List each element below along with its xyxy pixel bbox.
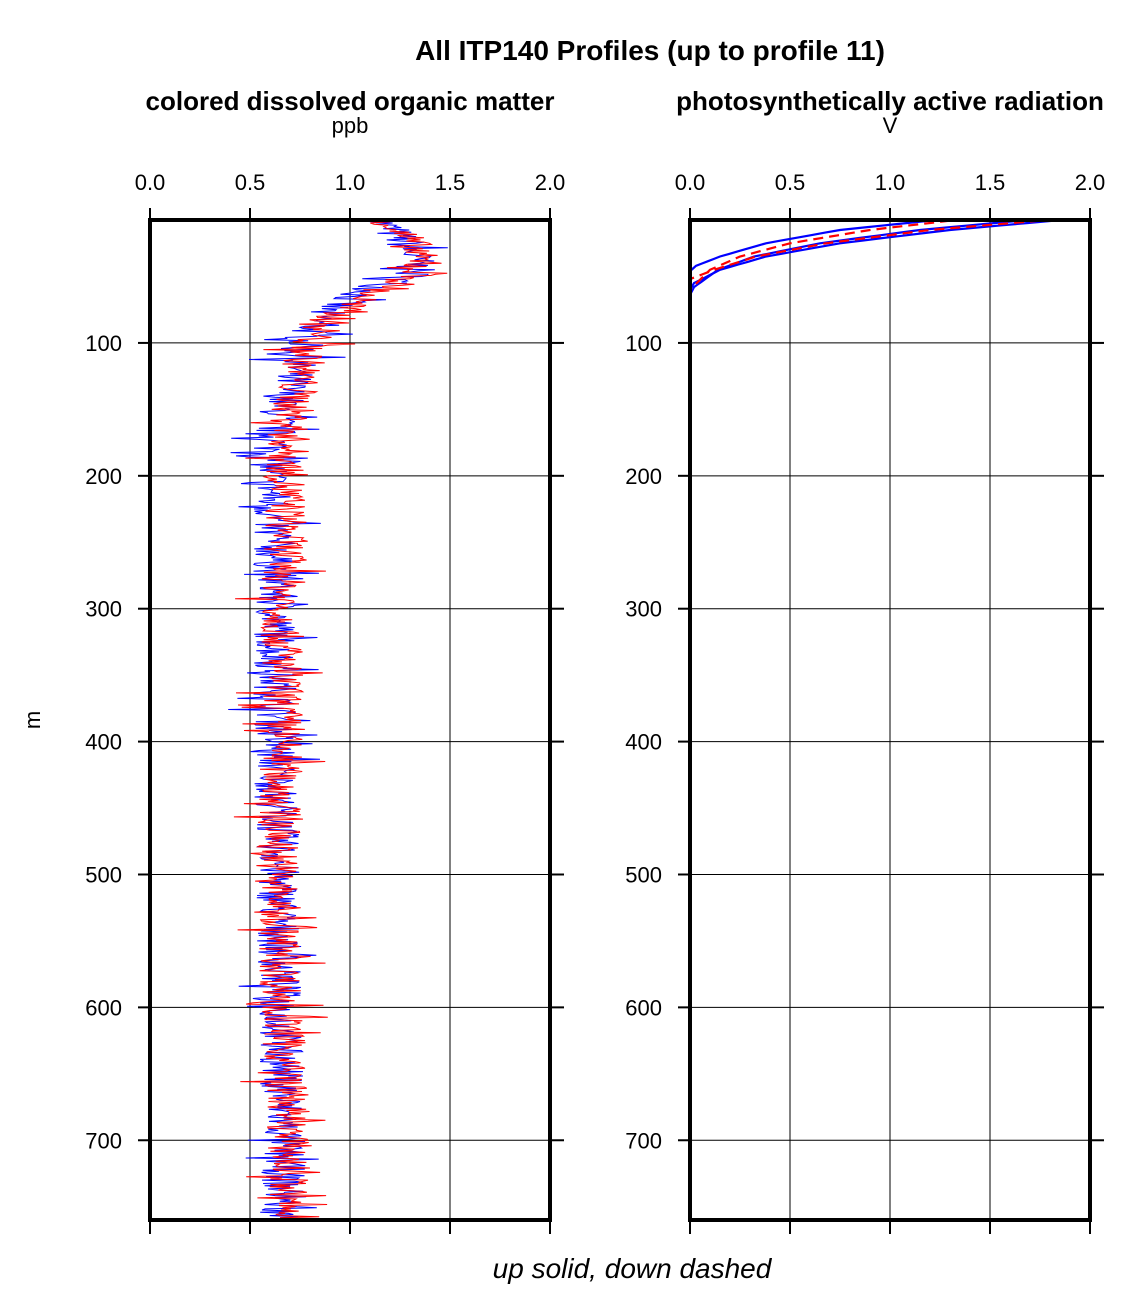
y-tick-label: 400 [625, 730, 662, 755]
footer-label: up solid, down dashed [493, 1253, 773, 1284]
series-line-down [233, 220, 448, 1221]
x-axis-unit: V [883, 113, 898, 138]
y-tick-label: 500 [85, 862, 122, 887]
series-line-up [688, 219, 1055, 1220]
x-axis-unit: ppb [332, 113, 369, 138]
y-tick-label: 100 [625, 331, 662, 356]
x-tick-label: 1.5 [975, 170, 1006, 195]
y-tick-label: 300 [85, 597, 122, 622]
y-tick-label: 500 [625, 862, 662, 887]
y-tick-label: 700 [625, 1128, 662, 1153]
x-tick-label: 1.0 [335, 170, 366, 195]
y-tick-label: 600 [625, 995, 662, 1020]
series-line-down [688, 219, 1041, 1220]
x-tick-label: 0.5 [775, 170, 806, 195]
x-tick-label: 2.0 [1075, 170, 1106, 195]
x-tick-label: 0.5 [235, 170, 266, 195]
y-tick-label: 200 [85, 464, 122, 489]
x-tick-label: 0.0 [135, 170, 166, 195]
x-tick-label: 0.0 [675, 170, 706, 195]
x-tick-label: 2.0 [535, 170, 566, 195]
series-line-up [228, 220, 448, 1221]
y-tick-label: 100 [85, 331, 122, 356]
plot-frame [148, 218, 552, 1222]
plot-frame [688, 218, 1092, 1222]
panel-title: colored dissolved organic matter [146, 86, 555, 116]
y-tick-label: 300 [625, 597, 662, 622]
series-line-up [688, 219, 1021, 1220]
series-line-down [688, 219, 951, 1220]
y-tick-label: 400 [85, 730, 122, 755]
y-tick-label: 600 [85, 995, 122, 1020]
series-line-up [688, 219, 931, 1220]
panel-title: photosynthetically active radiation [676, 86, 1104, 116]
chart-title: All ITP140 Profiles (up to profile 11) [415, 35, 885, 66]
x-tick-label: 1.0 [875, 170, 906, 195]
y-tick-label: 700 [85, 1128, 122, 1153]
y-axis-label: m [20, 711, 45, 729]
x-tick-label: 1.5 [435, 170, 466, 195]
y-tick-label: 200 [625, 464, 662, 489]
